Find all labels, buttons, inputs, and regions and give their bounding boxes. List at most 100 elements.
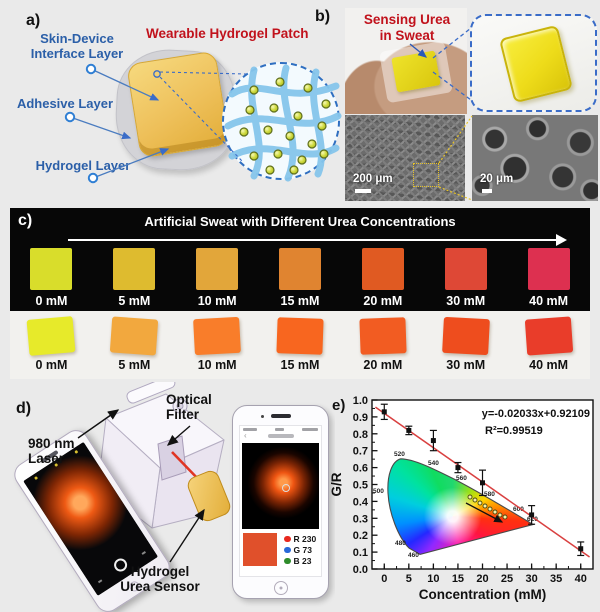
optical-filter-pane — [157, 435, 187, 481]
patch-hydrogel-layer — [126, 50, 230, 159]
panel-e-tag: e) — [332, 397, 346, 414]
concentration-cell: 5 mM — [93, 248, 176, 308]
concentration-cell: 0 mM — [10, 316, 93, 372]
luminescence-photo — [242, 442, 319, 529]
svg-text:20: 20 — [476, 573, 488, 585]
app-title-placeholder — [267, 433, 294, 438]
rgb-row: B 23 — [284, 556, 316, 566]
panel-a-schematic: a) Wearable Hydrogel Patch Skin-Device I… — [0, 0, 345, 207]
urease-particle — [239, 127, 249, 137]
cie-data-point — [487, 506, 493, 512]
panel-b-tag: b) — [315, 8, 331, 25]
gel-swatch — [113, 248, 156, 290]
sem-image-low-mag: 200 μm — [345, 115, 465, 201]
picked-color-swatch — [243, 532, 277, 566]
svg-text:0.9: 0.9 — [353, 412, 368, 424]
svg-text:0.7: 0.7 — [353, 446, 368, 458]
concentration-label: 5 mM — [118, 358, 151, 372]
gel-swatch — [193, 316, 242, 356]
urease-particle — [275, 77, 285, 87]
urease-particle — [285, 131, 295, 141]
laser-beam — [171, 451, 202, 483]
concentration-cell: 20 mM — [341, 317, 424, 372]
rgb-dot-icon — [284, 535, 291, 542]
concentration-arrow-line — [68, 239, 558, 241]
panel-c-tag: c) — [18, 212, 33, 229]
label-hydrogel-layer: Hydrogel Layer — [35, 158, 131, 173]
svg-text:0.2: 0.2 — [353, 530, 368, 542]
svg-text:5: 5 — [406, 573, 412, 585]
concentration-label: 10 mM — [197, 358, 237, 372]
cie-data-point — [467, 494, 473, 500]
wavelength-label: 580 — [484, 491, 495, 498]
phone-camera-dot — [261, 414, 264, 418]
panel-b-photos: b) Sensing Urea in Sweat 200 μm 20 μm — [310, 0, 600, 207]
urease-particle — [307, 139, 317, 149]
svg-text:0: 0 — [381, 573, 387, 585]
phone-status-bar — [240, 426, 321, 431]
concentration-label: 30 mM — [446, 358, 486, 372]
sensor-arrow — [169, 508, 205, 563]
scale-bar-20um — [482, 189, 492, 193]
concentration-label: 5 mM — [118, 294, 151, 308]
cie-data-point — [482, 503, 488, 509]
panel-e-chart: e) 520 540 560 580 600 620 500 480 460 0 5 10 15 20 2… — [330, 385, 600, 612]
concentration-label: 10 mM — [197, 294, 237, 308]
wavelength-label: 460 — [408, 552, 419, 559]
panel-d-setup: d) — [0, 382, 335, 612]
gel-swatch — [26, 316, 76, 356]
hydrogel-slab-photo — [498, 24, 574, 104]
svg-text:0.3: 0.3 — [353, 513, 368, 525]
label-optical-filter: Optical Filter — [166, 392, 212, 422]
urease-particles — [239, 77, 331, 175]
svg-text:0.5: 0.5 — [353, 480, 368, 492]
color-app-screen: ‹ R 230 G 73 B 23 — [239, 425, 322, 577]
gel-row-light: 0 mM 5 mM 10 mM 15 mM 20 mM 30 mM 40 mM — [10, 316, 590, 372]
concentration-label: 0 mM — [35, 358, 68, 372]
phone-home-button — [273, 581, 288, 595]
wavelength-label: 620 — [527, 516, 538, 523]
panel-c-light-row: 0 mM 5 mM 10 mM 15 mM 20 mM 30 mM 40 mM — [10, 311, 590, 379]
gel-swatch — [524, 316, 573, 356]
gel-swatch — [361, 248, 404, 290]
label-adhesive-layer: Adhesive Layer — [16, 96, 114, 111]
urease-particle — [249, 151, 259, 161]
cie-shift-arrow — [465, 502, 504, 523]
camera-ui-mark — [141, 551, 146, 555]
concentration-cell: 15 mM — [259, 317, 342, 372]
gel-swatch — [359, 317, 407, 355]
rgb-values: R 230 G 73 B 23 — [284, 533, 317, 568]
concentration-cell: 10 mM — [176, 248, 259, 308]
rgb-value: G 73 — [293, 544, 312, 555]
hand-photo — [345, 8, 467, 114]
concentration-label: 40 mM — [529, 294, 569, 308]
urease-particle — [289, 165, 299, 175]
urease-particle — [317, 121, 327, 131]
concentration-label: 20 mM — [363, 358, 403, 372]
back-chevron-icon: ‹ — [244, 430, 247, 440]
concentration-label: 0 mM — [35, 294, 68, 308]
svg-text:0.0: 0.0 — [353, 564, 368, 576]
rgb-value: R 230 — [293, 533, 317, 544]
urease-particle — [249, 85, 259, 95]
wavelength-label: 560 — [456, 475, 467, 482]
panel-a-title: Wearable Hydrogel Patch — [146, 26, 309, 41]
urease-particle — [297, 155, 307, 165]
gel-swatch — [527, 248, 570, 290]
rgb-row: G 73 — [284, 544, 316, 555]
svg-text:G/R: G/R — [330, 472, 344, 496]
urease-particle — [319, 149, 329, 159]
concentration-label: 30 mM — [446, 294, 486, 308]
svg-text:y=-0.02033x+0.92109: y=-0.02033x+0.92109 — [482, 408, 590, 420]
panel-d-tag: d) — [16, 400, 32, 417]
concentration-label: 15 mM — [280, 294, 320, 308]
rgb-row: R 230 — [284, 533, 317, 544]
wavelength-label: 480 — [395, 540, 406, 547]
rgb-dot-icon — [284, 557, 291, 564]
concentration-label: 40 mM — [529, 358, 569, 372]
svg-text:Concentration (mM): Concentration (mM) — [419, 587, 547, 602]
svg-text:10: 10 — [427, 573, 439, 585]
urease-particle — [269, 103, 279, 113]
gel-swatch — [30, 248, 73, 290]
concentration-cell: 0 mM — [10, 248, 93, 308]
